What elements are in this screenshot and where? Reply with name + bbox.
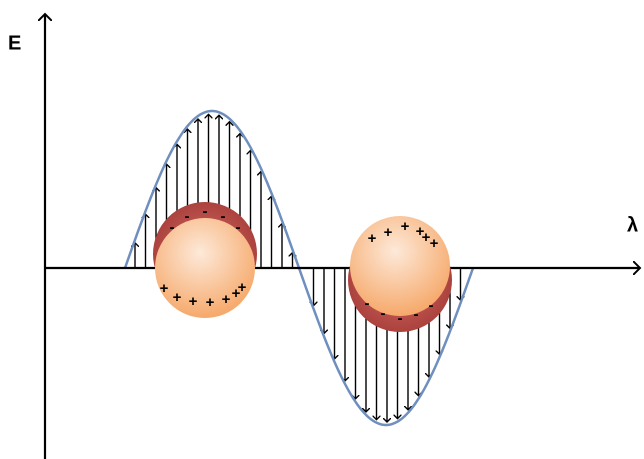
charge-sign: + (368, 230, 377, 247)
charge-sign: - (221, 208, 226, 225)
charge-sign: - (365, 295, 370, 312)
charge-sign: + (173, 289, 182, 306)
charge-sign: + (238, 279, 247, 296)
sphere-1 (153, 202, 257, 318)
charge-sign: - (185, 208, 190, 225)
charge-sign: - (398, 310, 403, 327)
charge-sign: + (430, 235, 439, 252)
charge-sign: + (222, 291, 231, 308)
charge-sign: - (381, 305, 386, 322)
y-axis-label: E (8, 32, 21, 54)
charge-sign: + (189, 293, 198, 310)
sphere-2 (348, 216, 452, 332)
charge-sign: + (206, 294, 215, 311)
charge-sign: + (232, 285, 241, 302)
charge-sign: + (384, 224, 393, 241)
charge-sign: - (414, 306, 419, 323)
charge-sign: - (203, 203, 208, 220)
charges: -- - --++ + + + +++ + + ++ +-- - -- (160, 203, 439, 327)
charge-sign: - (236, 219, 241, 236)
charge-sign: - (429, 297, 434, 314)
charge-sign: - (170, 219, 175, 236)
charge-sign: + (160, 280, 169, 297)
charge-sign: + (401, 218, 410, 235)
sphere-1-body (155, 218, 255, 318)
charge-sign: + (422, 229, 431, 246)
sphere-2-body (350, 216, 450, 316)
x-axis-label: λ (627, 214, 638, 236)
charge-sign: + (416, 223, 425, 240)
